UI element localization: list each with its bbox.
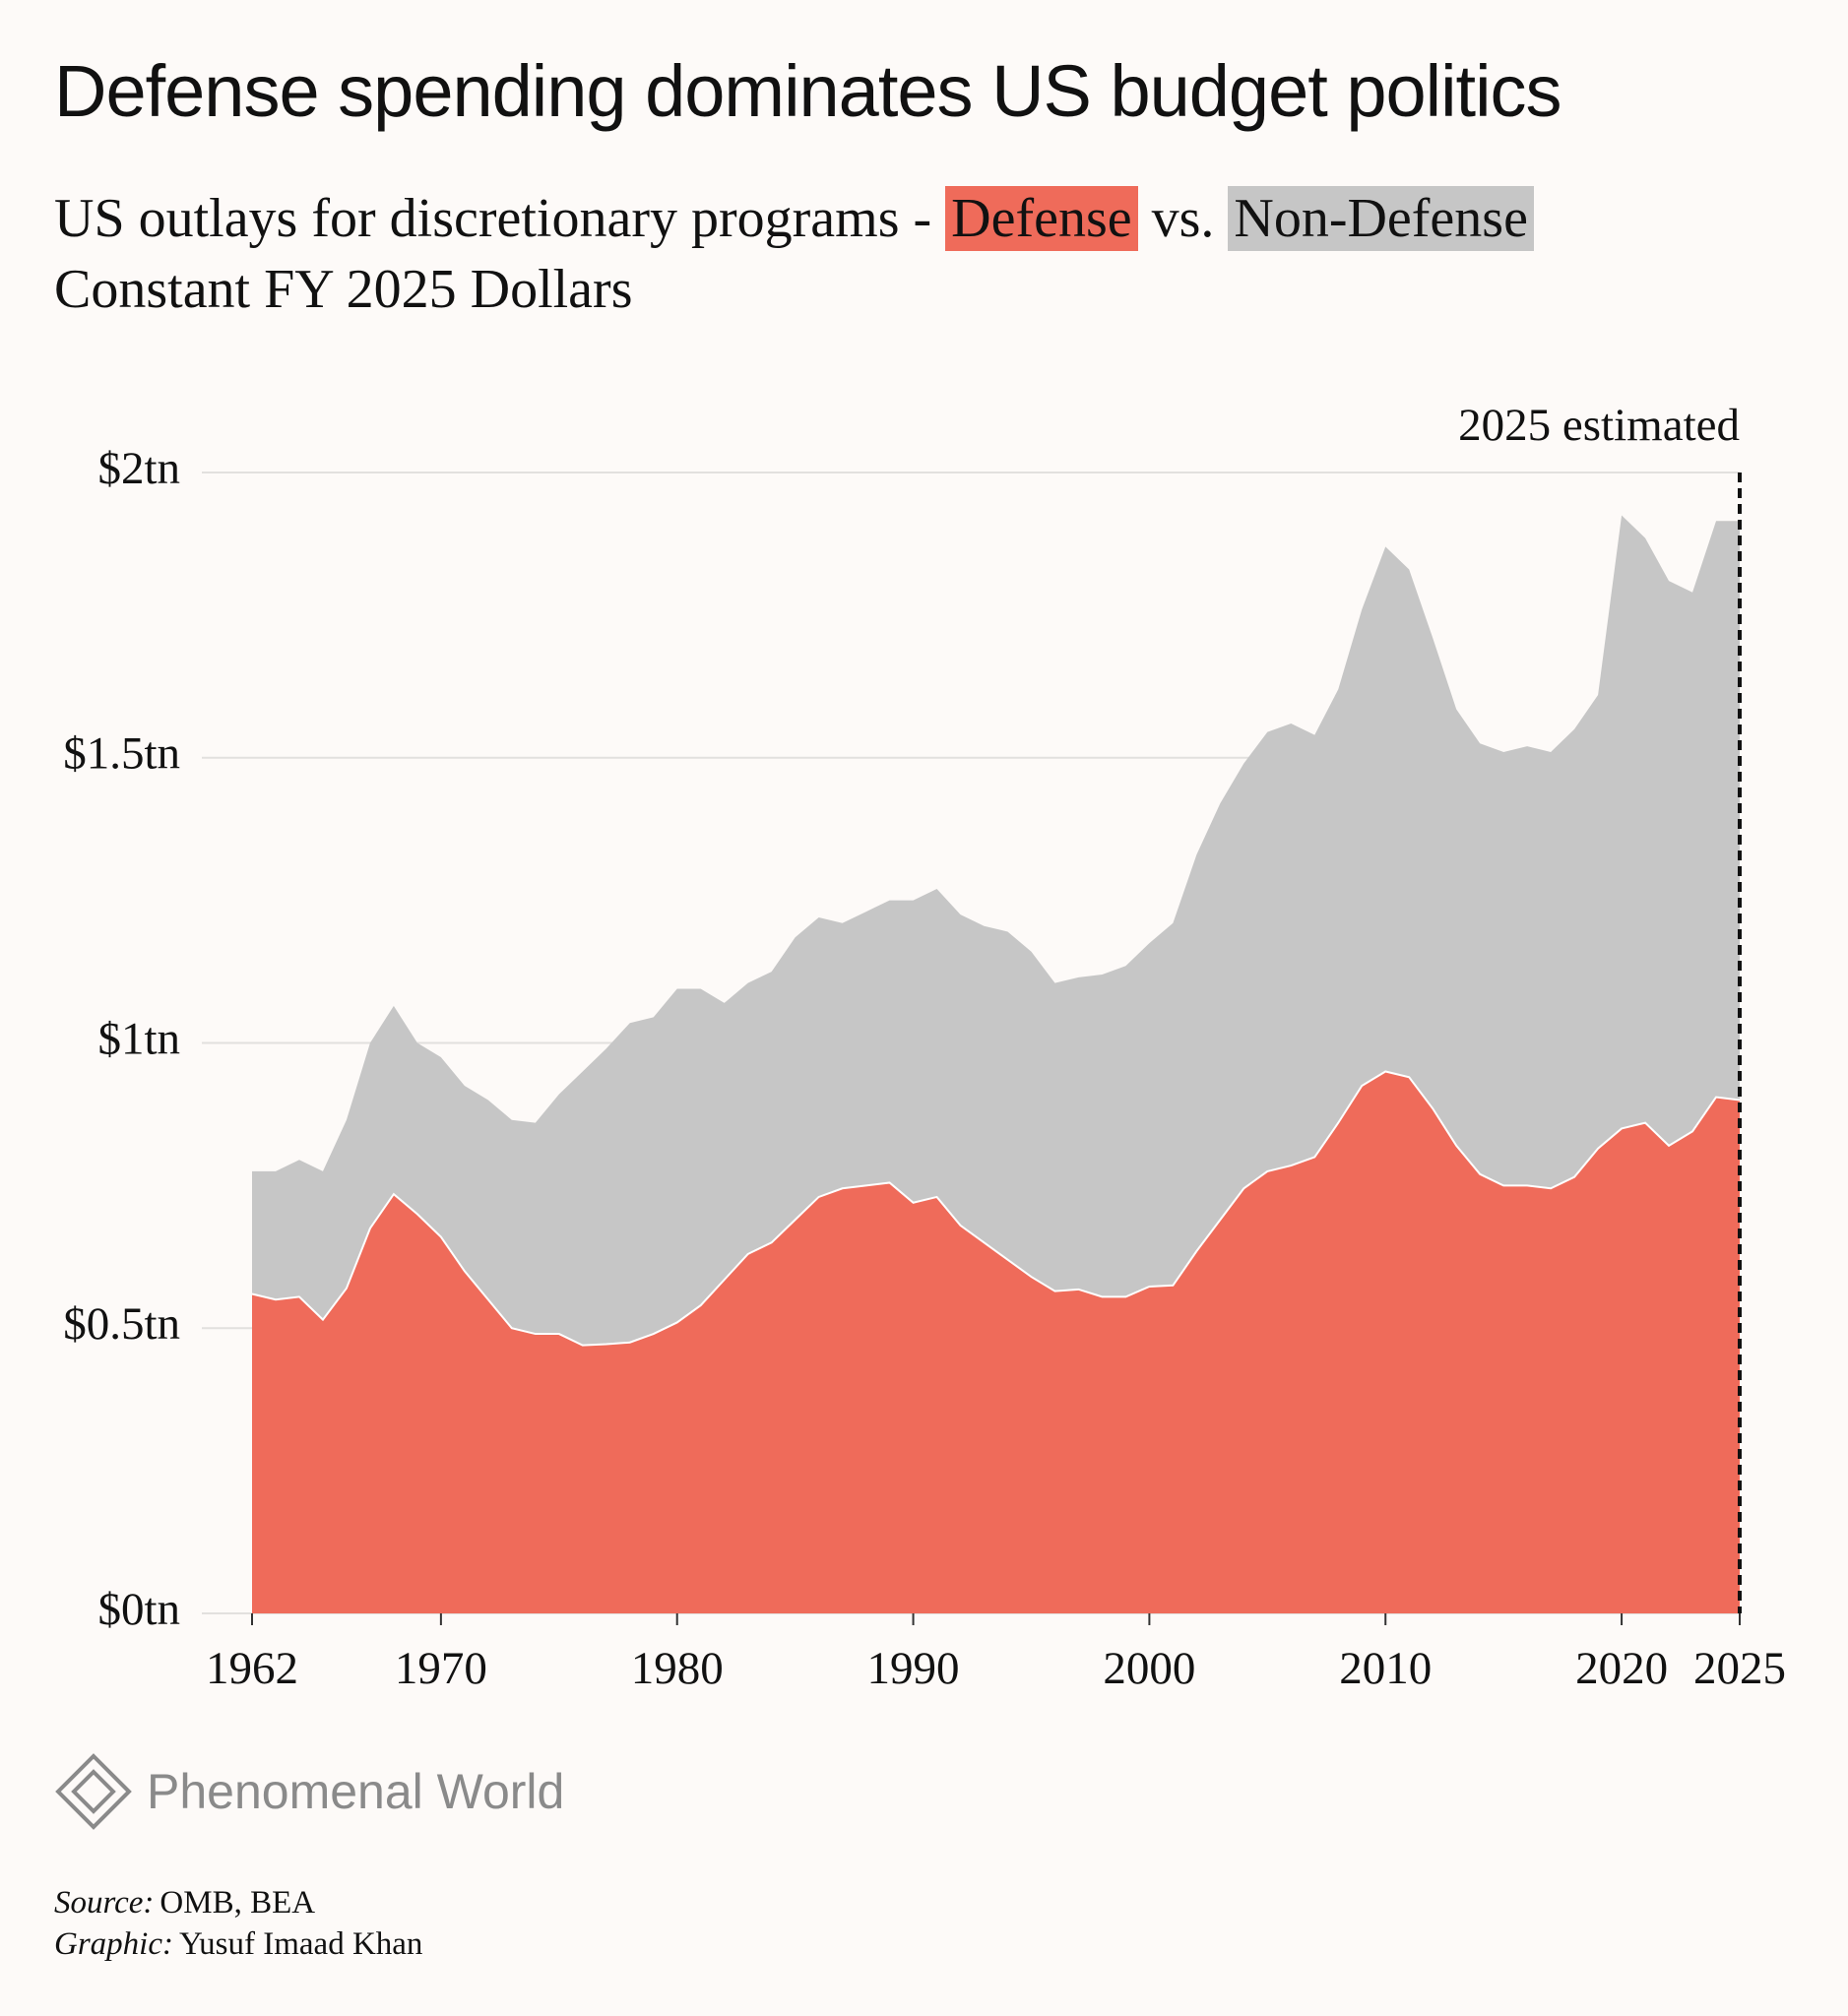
- x-tick-label: 1962: [206, 1643, 298, 1694]
- logo-text: Phenomenal World: [147, 1764, 565, 1819]
- area: [252, 1071, 1740, 1613]
- x-tick-label: 2000: [1103, 1643, 1195, 1694]
- area: [252, 515, 1740, 1346]
- subtitle-units: Constant FY 2025 Dollars: [54, 259, 633, 320]
- x-tick-label: 1970: [395, 1643, 487, 1694]
- annotation: 2025 estimated: [1458, 400, 1740, 451]
- y-tick-label: $0tn: [97, 1584, 180, 1635]
- subtitle-text: US outlays for discretionary programs -: [54, 188, 932, 249]
- x-tick-label: 2020: [1575, 1643, 1668, 1694]
- y-tick-label: $2tn: [97, 443, 180, 494]
- y-tick-label: $1tn: [97, 1013, 180, 1064]
- logo-icon: [55, 1753, 132, 1830]
- legend-entry: Defense: [945, 186, 1138, 251]
- credit-label: Source:: [54, 1885, 155, 1921]
- credit-line: Source: OMB, BEA: [54, 1882, 422, 1923]
- logo: Phenomenal World: [54, 1752, 564, 1831]
- chart: $0tn $0.5tn $1tn $1.5tn $2tn 1962 1970 1980 1990…: [63, 400, 1786, 1694]
- credits: Source: OMB, BEA Graphic: Yusuf Imaad Khan: [54, 1882, 422, 1965]
- credit-label: Graphic:: [54, 1926, 173, 1962]
- chart-title: Defense spending dominates US budget pol…: [54, 50, 1562, 132]
- credit-text: Yusuf Imaad Khan: [178, 1926, 423, 1962]
- subtitle-join: vs.: [1151, 188, 1215, 249]
- x-tick-label: 2010: [1339, 1643, 1432, 1694]
- credit-line: Graphic: Yusuf Imaad Khan: [54, 1923, 422, 1965]
- x-tick-label: 1980: [631, 1643, 724, 1694]
- credit-text: OMB, BEA: [159, 1885, 316, 1921]
- legend-entry: Non-Defense: [1228, 186, 1534, 251]
- area-edge: [251, 1070, 1741, 1347]
- y-tick-label: $1.5tn: [63, 728, 180, 780]
- subtitle: US outlays for discretionary programs - …: [54, 183, 1534, 325]
- x-tick-label: 1990: [867, 1643, 960, 1694]
- y-tick-label: $0.5tn: [63, 1298, 180, 1350]
- x-tick-label: 2025: [1693, 1643, 1786, 1694]
